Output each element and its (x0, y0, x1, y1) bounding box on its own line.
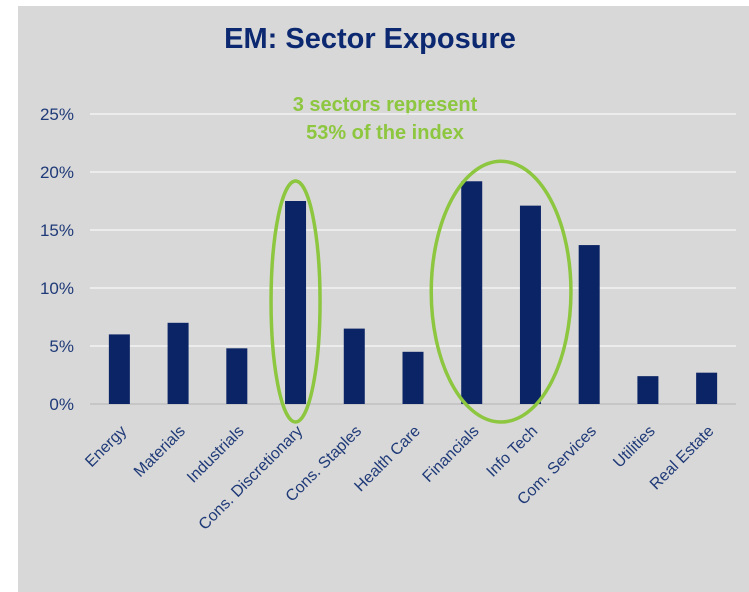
x-tick-label: Materials (131, 423, 189, 481)
y-tick-label: 0% (49, 395, 74, 414)
bar-utilities (637, 376, 659, 404)
bar-financials (461, 181, 483, 404)
y-tick-label: 5% (49, 337, 74, 356)
highlight-ellipse (269, 179, 322, 424)
y-axis-ticks: 0% 5% 10% 15% 20% 25% (40, 105, 74, 414)
bar-industrials (226, 348, 248, 404)
x-tick-label: Real Estate (647, 423, 718, 494)
annotation-line-2: 53% of the index (306, 122, 464, 144)
gridlines (90, 113, 736, 405)
bar-health-care (402, 351, 424, 404)
y-tick-label: 10% (40, 279, 74, 298)
x-tick-label: Cons. Discretionary (196, 423, 307, 534)
bar-info-tech (519, 205, 541, 404)
annotation-line-1: 3 sectors represent (293, 94, 478, 116)
bar-energy (108, 334, 130, 404)
y-tick-label: 25% (40, 105, 74, 124)
bar-real-estate (696, 372, 718, 404)
highlight-ellipses (269, 159, 573, 424)
bar-cons-staples (343, 328, 365, 404)
bar-cons-discretionary (285, 201, 307, 404)
x-tick-label: Utilities (610, 423, 658, 471)
bar-materials (167, 322, 189, 404)
chart-title: EM: Sector Exposure (224, 23, 516, 55)
highlight-ellipse (429, 159, 573, 424)
x-tick-label: Industrials (184, 423, 248, 487)
x-tick-label: Financials (420, 423, 483, 486)
y-tick-label: 20% (40, 163, 74, 182)
bar-com-services (578, 245, 600, 404)
y-tick-label: 15% (40, 221, 74, 240)
x-tick-label: Energy (82, 423, 130, 471)
chart-panel: EM: Sector Exposure 3 sectors represent … (18, 6, 749, 592)
x-tick-label: Info Tech (484, 423, 542, 481)
chart: EM: Sector Exposure 3 sectors represent … (40, 23, 736, 534)
bars (108, 181, 718, 404)
